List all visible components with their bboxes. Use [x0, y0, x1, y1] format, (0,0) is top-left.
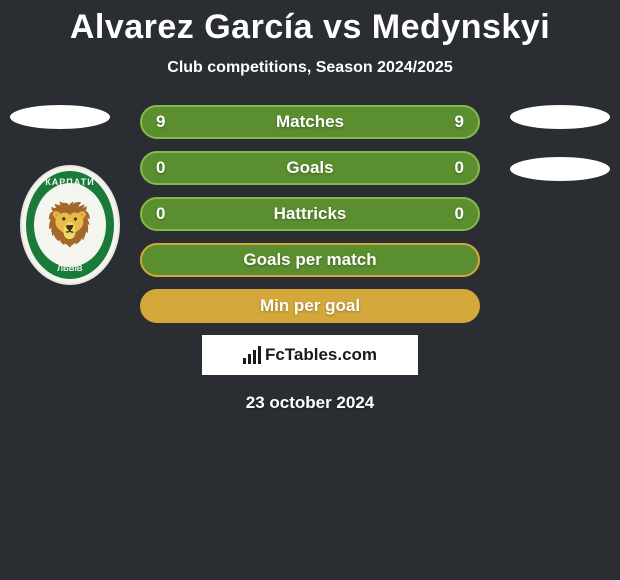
club-badge: КАРПАТИ ЛЬВІВ 🦁	[20, 165, 120, 285]
stat-row-hattricks: 0 Hattricks 0	[140, 197, 480, 231]
stat-label: Matches	[276, 112, 344, 132]
stat-rows: 9 Matches 9 0 Goals 0 0 Hattricks 0 Goals per mat…	[140, 105, 480, 323]
stat-label: Hattricks	[274, 204, 347, 224]
player-photo-placeholder-left	[10, 105, 110, 129]
date-text: 23 october 2024	[0, 393, 620, 413]
badge-circle: КАРПАТИ ЛЬВІВ 🦁	[20, 165, 120, 285]
stat-label: Goals per match	[243, 250, 376, 270]
player-photo-placeholder-right-1	[510, 105, 610, 129]
stat-row-min-per-goal: Min per goal	[140, 289, 480, 323]
stat-left-value: 9	[156, 112, 165, 132]
bars-icon	[243, 346, 261, 364]
lion-icon: 🦁	[44, 204, 96, 246]
brand-box[interactable]: FcTables.com	[202, 335, 418, 375]
stat-right-value: 0	[455, 158, 464, 178]
stat-row-matches: 9 Matches 9	[140, 105, 480, 139]
stat-label: Goals	[286, 158, 333, 178]
stat-right-value: 9	[455, 112, 464, 132]
player-photo-placeholder-right-2	[510, 157, 610, 181]
stat-row-goals: 0 Goals 0	[140, 151, 480, 185]
stat-row-goals-per-match: Goals per match	[140, 243, 480, 277]
subtitle: Club competitions, Season 2024/2025	[0, 59, 620, 77]
stat-left-value: 0	[156, 158, 165, 178]
page-title: Alvarez García vs Medynskyi	[0, 0, 620, 47]
stat-right-value: 0	[455, 204, 464, 224]
stat-label: Min per goal	[260, 296, 360, 316]
brand-text: FcTables.com	[265, 345, 377, 365]
badge-center: 🦁	[34, 183, 106, 267]
stat-left-value: 0	[156, 204, 165, 224]
comparison-content: КАРПАТИ ЛЬВІВ 🦁 9 Matches 9 0 Goals 0 0 Hattric…	[0, 105, 620, 413]
